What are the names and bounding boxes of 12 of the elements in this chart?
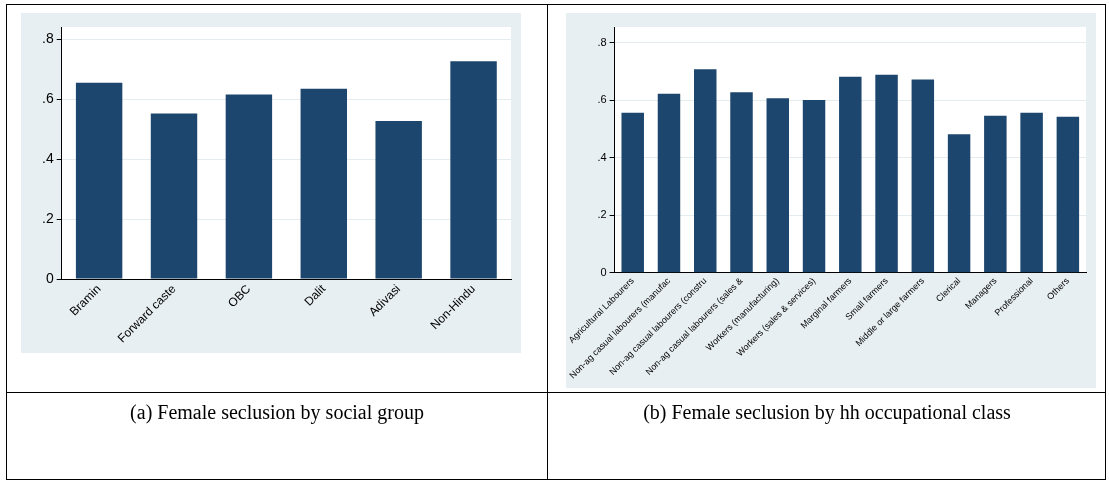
y-tick-label: .8 xyxy=(597,35,607,48)
y-tick-label: .4 xyxy=(41,149,54,166)
y-tick-label: .2 xyxy=(597,208,607,221)
text: (b) Female seclusion by hh occupational class xyxy=(548,392,1106,478)
text: (a) Female seclusion by social group xyxy=(7,392,547,478)
y-tick-label: .8 xyxy=(41,29,54,46)
y-tick-label: .4 xyxy=(597,150,607,163)
y-tick-label: 0 xyxy=(45,269,54,286)
y-tick-label: .6 xyxy=(41,89,54,106)
y-tick-label: .6 xyxy=(597,93,607,106)
y-tick-label: .2 xyxy=(41,209,54,226)
y-tick-label: 0 xyxy=(600,265,607,278)
